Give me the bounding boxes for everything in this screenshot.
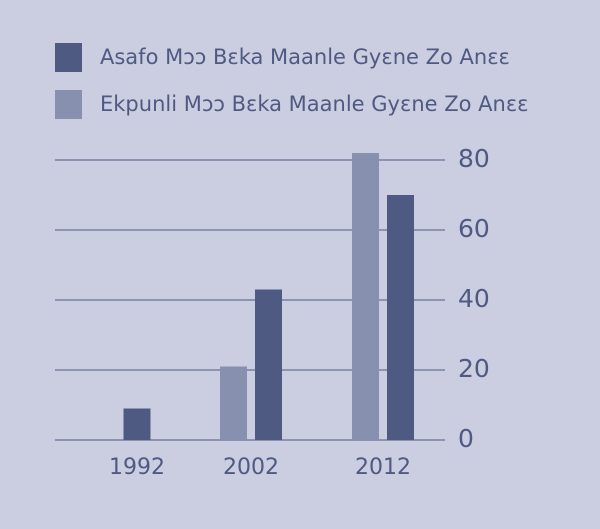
- bar: [255, 289, 282, 440]
- x-tick-label: 1992: [109, 455, 165, 480]
- x-tick-label: 2002: [223, 455, 279, 480]
- bar: [387, 195, 414, 440]
- bar: [220, 366, 247, 440]
- y-tick-label: 80: [458, 144, 490, 173]
- y-tick-label: 60: [458, 214, 490, 243]
- y-tick-label: 20: [458, 354, 490, 383]
- y-tick-label: 40: [458, 284, 490, 313]
- legend-label: Ekpunli Mɔɔ Bɛka Maanle Gyɛne Zo Anɛɛ: [100, 92, 529, 116]
- legend-label: Asafo Mɔɔ Bɛka Maanle Gyɛne Zo Anɛɛ: [100, 45, 510, 69]
- x-tick-label: 2012: [355, 455, 411, 480]
- bar: [123, 408, 151, 440]
- legend-swatch: [55, 43, 82, 72]
- y-tick-label: 0: [458, 424, 474, 453]
- legend-swatch: [55, 90, 82, 119]
- bar: [352, 153, 379, 440]
